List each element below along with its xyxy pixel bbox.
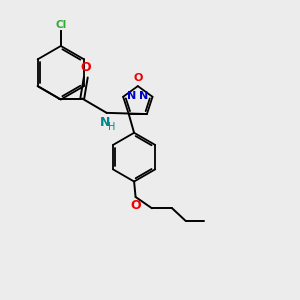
- Text: H: H: [108, 122, 116, 132]
- Text: N: N: [100, 116, 110, 129]
- Text: O: O: [80, 61, 91, 74]
- Text: Cl: Cl: [55, 20, 67, 30]
- Text: N: N: [140, 91, 149, 100]
- Text: O: O: [130, 200, 141, 212]
- Text: N: N: [127, 91, 136, 100]
- Text: O: O: [133, 73, 142, 83]
